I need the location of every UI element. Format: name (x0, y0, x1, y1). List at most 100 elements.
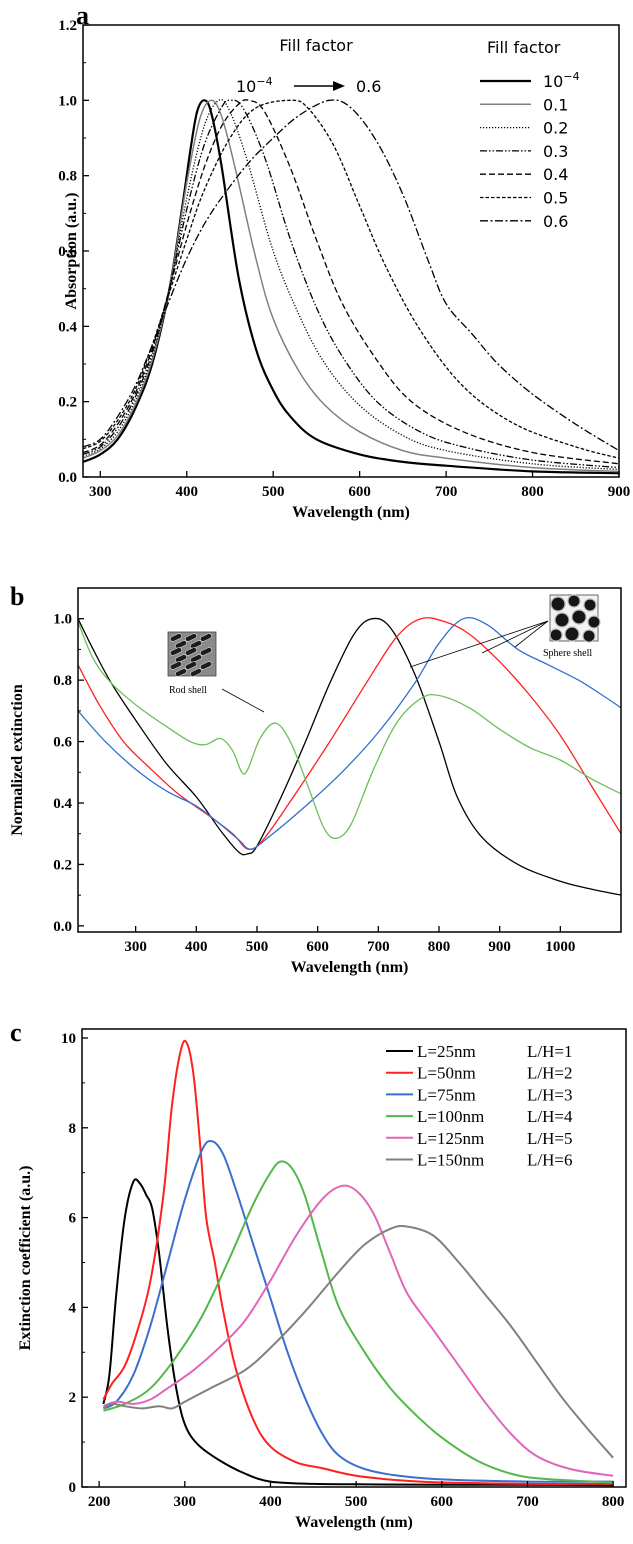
panel-c-x-tick-label: 500 (345, 1494, 368, 1510)
panel-c-legend-ratio: L/H=4 (527, 1107, 573, 1126)
panel-b-rod-particle (185, 647, 197, 656)
panel-a-y-tick-label: 1.2 (58, 18, 77, 34)
panel-b-plot-frame (77, 587, 622, 933)
panel-a-x-tick-label: 500 (262, 484, 285, 500)
panel-b-rod-particle (175, 640, 187, 649)
panel-c-series-line-2 (102, 1039, 614, 1485)
panel-c-legend-name: L=150nm (417, 1151, 484, 1170)
panel-c-y-tick-label: 0 (69, 1480, 77, 1496)
panel-b-rod-particle (170, 633, 182, 642)
panel-a-x-tick-label: 900 (608, 484, 631, 500)
panel-c-y-tick-label: 8 (69, 1121, 77, 1137)
panel-a-annotation-from: 10−4 (236, 75, 273, 96)
panel-c-extinction-coefficient-chart: 200 300 400 500 600 700 800 0 2 4 6 8 10 Wavelength (… (10, 1018, 627, 1531)
panel-a-legend-label: 0.4 (543, 165, 568, 184)
panel-b-series-line-2 (78, 617, 621, 850)
panel-b-x-tick-label: 500 (246, 939, 269, 955)
panel-a-legend-title: Fill factor (487, 38, 561, 57)
panel-b-y-axis-label: Normalized extinction (9, 684, 26, 836)
panel-c-plot-frame (81, 1028, 627, 1488)
panel-c-series-line-3 (102, 1139, 614, 1483)
panel-c-legend-name: L=100nm (417, 1107, 484, 1126)
panel-c-legend-ratio: L/H=5 (527, 1129, 572, 1148)
panel-b-letter: b (10, 582, 24, 611)
panel-b-x-tick-label: 300 (124, 939, 147, 955)
panel-a-y-tick-label: 1.0 (58, 93, 77, 109)
panel-b-x-tick-label: 900 (488, 939, 511, 955)
panel-b-y-tick-label: 0.0 (53, 919, 72, 935)
panel-c-legend-name: L=125nm (417, 1129, 484, 1148)
panel-b-sphere-particle (583, 598, 597, 612)
panel-a-series-line-1 (83, 99, 619, 475)
panel-c-legend-name: L=50nm (417, 1064, 476, 1083)
panel-a-x-axis-label: Wavelength (nm) (292, 504, 410, 521)
panel-c-y-tick-label: 10 (61, 1031, 76, 1047)
panel-b-rod-particle (185, 633, 197, 642)
panel-b-rod-particle (190, 640, 202, 649)
panel-b-y-tick-label: 0.6 (53, 735, 72, 751)
panel-a-y-tick-label: 0.6 (58, 244, 77, 260)
panel-b-sphere-particle (554, 612, 570, 628)
panel-b-series-line-1 (78, 617, 621, 896)
panel-c-x-tick-label: 800 (602, 1494, 625, 1510)
panel-a-series-line-6 (83, 99, 619, 459)
panel-c-x-axis-label: Wavelength (nm) (295, 1514, 413, 1531)
panel-a-y-axis-label: Absorption (a.u.) (63, 193, 80, 310)
panel-a-letter: a (76, 1, 89, 30)
panel-c-x-tick-label: 200 (88, 1494, 111, 1510)
panel-c-x-tick-label: 400 (259, 1494, 282, 1510)
panel-b-sphere-particle (564, 626, 580, 642)
panel-c-series-line-5 (103, 1184, 614, 1477)
panel-b-rod-shell-pointer (221, 688, 265, 713)
panel-c-legend-ratio: L/H=6 (527, 1151, 572, 1170)
panel-b-rod-shell-inset (167, 631, 217, 677)
panel-b-rod-particle (185, 661, 197, 670)
panel-b-rod-particle (175, 654, 187, 663)
panel-c-series-line-4 (103, 1160, 614, 1484)
panel-b-series-line-4 (78, 621, 621, 839)
panel-a-annotation-from-exponent: −4 (256, 75, 272, 88)
panel-a-legend-label: 0.5 (543, 189, 568, 208)
panel-a-absorption-chart: 300 400 500 600 700 800 900 0.0 0.2 0.4 0.6 0.8 1.0 1… (58, 1, 630, 521)
panel-a-x-tick-label: 800 (521, 484, 544, 500)
panel-a-x-tick-label: 400 (175, 484, 198, 500)
panel-c-y-axis-label: Extinction coefficient (a.u.) (17, 1166, 34, 1351)
panel-b-x-tick-label: 600 (306, 939, 329, 955)
panel-c-series-line-6 (102, 1224, 614, 1459)
panel-b-rod-particle (170, 661, 182, 670)
panel-b-sphere-particle (567, 594, 581, 608)
panel-b-x-axis-label: Wavelength (nm) (291, 959, 409, 976)
panel-b-sphere-shell-label: Sphere shell (543, 648, 592, 659)
panel-b-series-group (78, 616, 621, 896)
panel-b-rod-shell-label: Rod shell (169, 685, 207, 696)
panel-c-legend-ratio: L/H=3 (527, 1085, 572, 1104)
panel-b-series-line-3 (78, 616, 621, 850)
panel-a-x-tick-label: 700 (435, 484, 458, 500)
panel-b-x-tick-label: 800 (428, 939, 451, 955)
panel-a-series-line-5 (83, 99, 619, 465)
panel-b-sphere-shell-inset (549, 594, 601, 643)
panel-c-y-tick-label: 2 (69, 1390, 77, 1406)
panel-b-sphere-particle (550, 596, 566, 612)
panel-c-legend-name: L=75nm (417, 1085, 476, 1104)
panel-b-rod-particle (170, 647, 182, 656)
panel-b-rod-particle (175, 668, 187, 677)
panel-c-legend-ratio: L/H=2 (527, 1064, 572, 1083)
panel-a-x-tick-label: 300 (89, 484, 112, 500)
panel-a-y-tick-label: 0.8 (58, 169, 77, 185)
panel-b-rod-particle (190, 654, 202, 663)
panel-b-extinction-chart: 300 400 500 600 700 800 900 1000 0.0 0.2 0.4 0.6 0.8… (9, 582, 622, 976)
panel-b-x-tick-label: 700 (367, 939, 390, 955)
panel-c-series-line-1 (102, 1178, 614, 1487)
panel-a-x-tick-label: 600 (348, 484, 371, 500)
panel-a-annotation-to: 0.6 (356, 77, 381, 96)
panel-b-sphere-particle (549, 628, 563, 642)
panel-b-x-tick-label: 400 (185, 939, 208, 955)
panel-a-legend-label: 0.3 (543, 142, 568, 161)
panel-a-legend-label: 0.1 (543, 95, 568, 114)
panel-b-rod-particle (190, 668, 202, 677)
panel-b-y-tick-label: 1.0 (53, 612, 72, 628)
panel-c-x-tick-label: 600 (431, 1494, 454, 1510)
panel-a-y-tick-label: 0.4 (58, 319, 77, 335)
